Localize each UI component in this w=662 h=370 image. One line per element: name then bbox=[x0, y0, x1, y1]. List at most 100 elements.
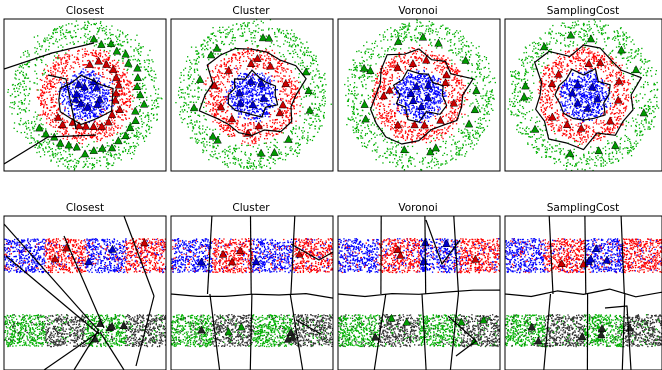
data-point bbox=[228, 157, 230, 160]
data-point bbox=[273, 158, 275, 160]
data-point bbox=[280, 55, 282, 58]
data-point bbox=[189, 115, 192, 117]
data-point bbox=[290, 45, 292, 48]
data-point bbox=[24, 50, 26, 52]
data-point bbox=[138, 105, 140, 107]
data-point bbox=[219, 133, 221, 135]
data-point bbox=[424, 94, 426, 96]
prototype-marker bbox=[107, 109, 117, 118]
data-point bbox=[123, 80, 125, 82]
data-point bbox=[103, 76, 105, 78]
data-point bbox=[417, 93, 419, 95]
data-point bbox=[274, 159, 276, 162]
data-point bbox=[101, 91, 104, 93]
data-point bbox=[220, 64, 222, 66]
data-point bbox=[78, 98, 80, 100]
data-point bbox=[114, 65, 116, 67]
data-point bbox=[237, 68, 239, 71]
data-point bbox=[263, 52, 265, 54]
data-point bbox=[255, 93, 258, 95]
data-point bbox=[155, 107, 157, 109]
data-point bbox=[211, 70, 214, 72]
data-point bbox=[217, 144, 219, 146]
data-point bbox=[424, 80, 427, 82]
data-point bbox=[302, 61, 304, 64]
data-point bbox=[290, 88, 292, 90]
data-point bbox=[207, 41, 209, 43]
data-point bbox=[138, 66, 141, 68]
data-point bbox=[42, 141, 45, 144]
data-point bbox=[128, 142, 130, 145]
data-point bbox=[437, 100, 439, 102]
data-point bbox=[228, 90, 230, 92]
data-point bbox=[46, 37, 48, 39]
data-point bbox=[432, 83, 434, 85]
data-point bbox=[220, 88, 223, 90]
data-point bbox=[97, 84, 99, 86]
data-point bbox=[320, 80, 322, 82]
data-point bbox=[192, 128, 194, 130]
data-point bbox=[36, 140, 38, 142]
decision-boundary bbox=[198, 47, 307, 136]
data-point bbox=[267, 159, 269, 161]
data-point bbox=[79, 106, 81, 108]
data-point bbox=[118, 90, 120, 93]
data-point bbox=[121, 132, 123, 134]
data-point bbox=[180, 72, 182, 74]
data-point bbox=[69, 105, 71, 107]
data-point bbox=[279, 65, 281, 68]
data-point bbox=[271, 125, 273, 128]
data-point bbox=[254, 89, 256, 91]
data-point bbox=[214, 96, 216, 98]
data-point bbox=[121, 98, 123, 100]
data-point bbox=[225, 124, 227, 126]
data-point bbox=[111, 119, 113, 121]
data-point bbox=[318, 73, 320, 75]
data-point bbox=[290, 70, 292, 72]
data-point bbox=[36, 96, 39, 98]
data-point bbox=[70, 100, 73, 102]
data-point bbox=[50, 67, 52, 69]
data-point bbox=[113, 129, 115, 132]
data-point bbox=[284, 159, 287, 161]
data-point bbox=[79, 91, 82, 93]
data-point bbox=[88, 97, 91, 99]
data-point bbox=[93, 164, 95, 166]
data-point bbox=[46, 97, 48, 100]
data-point bbox=[267, 87, 269, 89]
data-point bbox=[249, 90, 251, 93]
data-point bbox=[233, 155, 235, 158]
data-point bbox=[220, 66, 222, 68]
data-point bbox=[99, 92, 101, 95]
data-point bbox=[240, 72, 242, 75]
data-point bbox=[85, 79, 87, 81]
data-point bbox=[42, 148, 44, 150]
data-point bbox=[100, 133, 102, 135]
data-point bbox=[282, 112, 284, 114]
data-point bbox=[198, 52, 200, 54]
data-point bbox=[88, 73, 90, 75]
data-point bbox=[211, 113, 213, 115]
data-point bbox=[132, 100, 134, 102]
data-point bbox=[46, 86, 48, 88]
data-point bbox=[147, 112, 149, 114]
data-point bbox=[299, 49, 301, 51]
data-point bbox=[319, 125, 321, 127]
data-point bbox=[285, 127, 287, 129]
data-point bbox=[195, 50, 197, 52]
data-point bbox=[274, 89, 276, 91]
data-point bbox=[60, 26, 63, 28]
data-point bbox=[50, 85, 52, 87]
data-point bbox=[80, 95, 82, 98]
data-point bbox=[94, 114, 96, 117]
data-point bbox=[109, 132, 111, 134]
data-point bbox=[285, 34, 287, 36]
data-point bbox=[243, 22, 245, 24]
data-point bbox=[56, 31, 58, 33]
data-point bbox=[71, 54, 73, 56]
data-point bbox=[9, 95, 12, 97]
data-point bbox=[291, 94, 293, 96]
data-point bbox=[65, 89, 67, 91]
data-point bbox=[150, 67, 152, 69]
data-point bbox=[70, 65, 72, 67]
